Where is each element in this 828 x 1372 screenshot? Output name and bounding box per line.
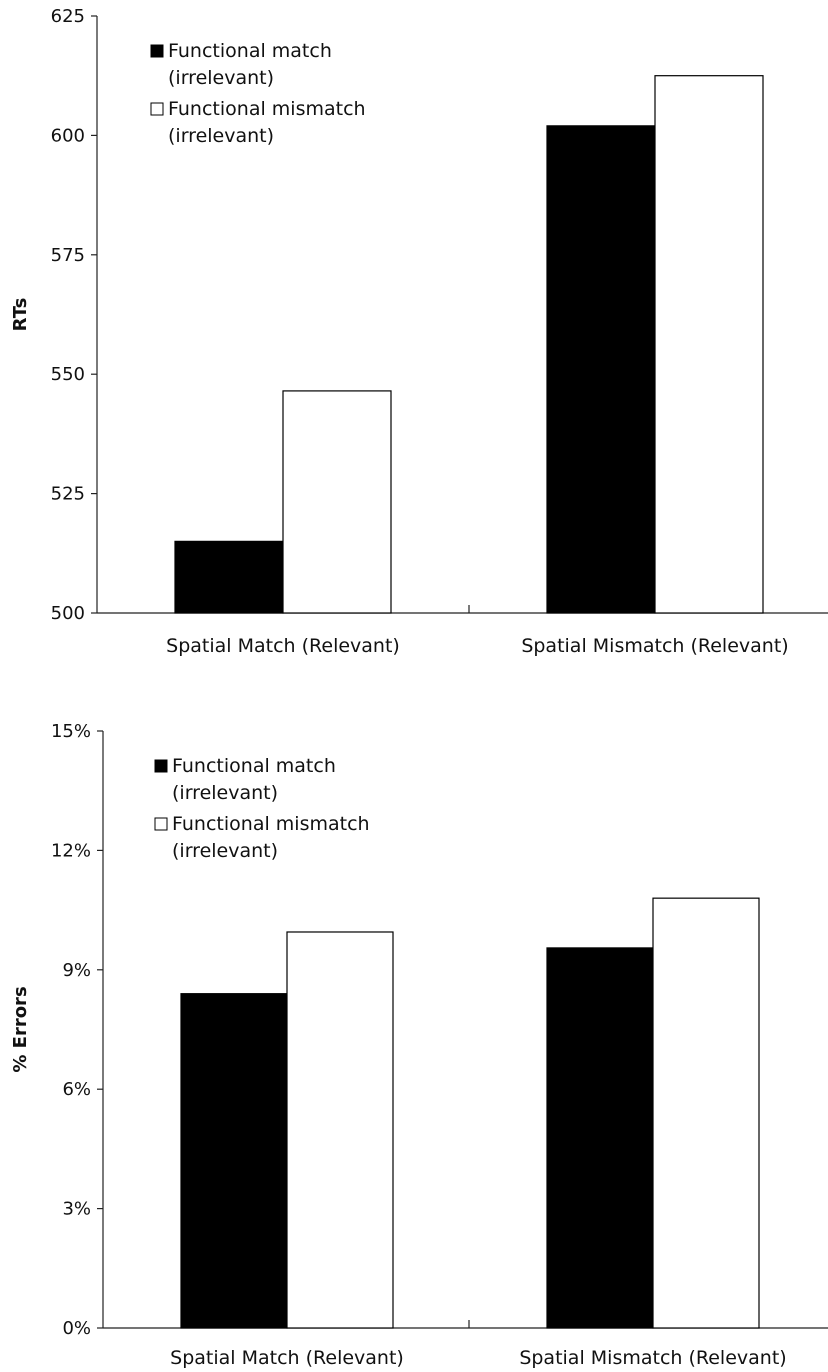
y-axis-label: RTs <box>10 298 31 332</box>
legend: Functional match (irrelevant) Functional m… <box>150 40 366 147</box>
legend-label: Functional mismatch <box>168 98 366 120</box>
legend-label: Functional match <box>172 755 336 777</box>
legend-label-line2: (irrelevant) <box>168 67 274 89</box>
category-label: Spatial Mismatch (Relevant) <box>519 1347 786 1369</box>
legend-label: Functional match <box>168 40 332 62</box>
legend: Functional match (irrelevant) Functional m… <box>154 755 370 862</box>
bar-functional-match-spatial-mismatch <box>546 125 656 614</box>
category-label: Spatial Match (Relevant) <box>170 1347 404 1369</box>
legend-label-line2: (irrelevant) <box>168 125 274 147</box>
y-axis-label: % Errors <box>10 986 31 1072</box>
rt-chart: 500 525 550 575 600 625 Spatial Match (Relevan… <box>10 6 828 657</box>
y-tick-label: 0% <box>62 1318 91 1339</box>
legend-swatch <box>154 759 168 773</box>
bar-functional-match-spatial-match <box>180 993 288 1329</box>
y-tick-label: 600 <box>51 125 85 146</box>
error-chart: 0% 3% 6% 9% 12% 15% Spatial Match (Relevant) Sp… <box>10 721 828 1369</box>
legend-swatch <box>154 817 168 831</box>
legend-swatch <box>150 44 164 58</box>
legend-label-line2: (irrelevant) <box>172 782 278 804</box>
y-tick-label: 500 <box>51 603 85 624</box>
bar-functional-mismatch-spatial-mismatch <box>652 897 760 1329</box>
y-tick-label: 575 <box>51 245 85 266</box>
bar-functional-mismatch-spatial-match <box>286 931 394 1329</box>
category-label: Spatial Mismatch (Relevant) <box>521 635 788 657</box>
legend-label-line2: (irrelevant) <box>172 840 278 862</box>
bar-functional-match-spatial-mismatch <box>546 947 654 1329</box>
bar-functional-match-spatial-match <box>174 540 284 614</box>
y-tick-label: 15% <box>51 721 91 742</box>
y-tick-label: 12% <box>51 840 91 861</box>
y-tick-label: 550 <box>51 364 85 385</box>
category-label: Spatial Match (Relevant) <box>166 635 400 657</box>
legend-label: Functional mismatch <box>172 813 370 835</box>
bar-functional-mismatch-spatial-match <box>282 390 392 614</box>
y-tick-label: 3% <box>62 1199 91 1220</box>
y-tick-label: 525 <box>51 484 85 505</box>
y-tick-label: 6% <box>62 1079 91 1100</box>
bar-functional-mismatch-spatial-mismatch <box>654 75 764 614</box>
legend-swatch <box>150 102 164 116</box>
y-tick-label: 625 <box>51 6 85 27</box>
y-tick-label: 9% <box>62 960 91 981</box>
